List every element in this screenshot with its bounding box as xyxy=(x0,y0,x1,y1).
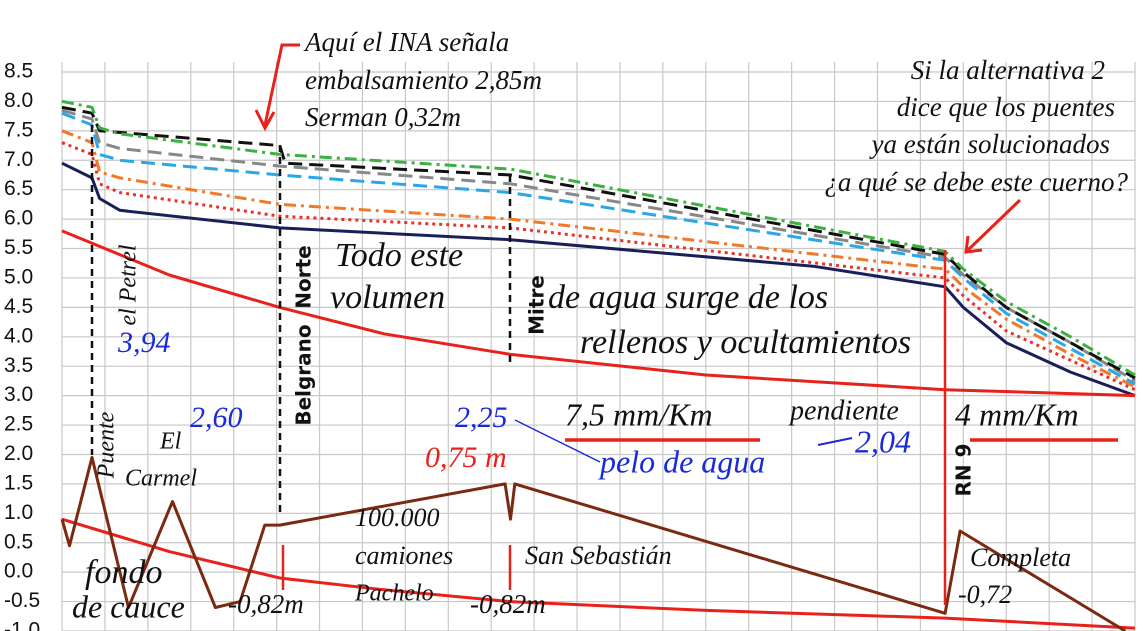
annotation: de agua surge de los xyxy=(548,279,828,316)
annotation: pendiente xyxy=(788,395,899,426)
annotation: Belgrano xyxy=(292,324,316,425)
annotation: volumen xyxy=(330,279,445,316)
y-tick-label: 6.5 xyxy=(4,177,33,200)
series-line xyxy=(60,455,1127,631)
annotation: Aquí el INA señala xyxy=(303,27,509,57)
y-tick-label: 3.0 xyxy=(4,383,33,406)
annotation: San Sebastián xyxy=(525,541,672,570)
y-tick-label: 2.5 xyxy=(4,413,33,436)
y-tick-label: 4.0 xyxy=(4,324,33,347)
arrow-head xyxy=(254,109,276,132)
annotation: 2,60 xyxy=(190,401,243,434)
annotation: El xyxy=(159,429,182,455)
arrow xyxy=(514,419,601,463)
series-line xyxy=(61,99,1136,377)
annotation: -0,82m xyxy=(228,589,304,619)
annotation: ¿a qué se debe este cuerno? xyxy=(824,167,1128,197)
y-tick-label: 8.0 xyxy=(4,89,33,112)
annotation: 3,94 xyxy=(117,326,171,359)
arrow-head xyxy=(964,235,983,254)
annotation: 100.000 xyxy=(355,503,440,532)
y-tick-label: 2.0 xyxy=(4,442,33,465)
y-tick-label: 4.5 xyxy=(4,295,33,318)
annotation: 7,5 mm/Km xyxy=(565,396,713,432)
arrow xyxy=(817,437,853,446)
annotation: Mitre xyxy=(525,275,549,335)
series-line xyxy=(61,129,1136,389)
annotation: pelo de agua xyxy=(598,443,765,479)
series-line xyxy=(61,517,1136,630)
y-tick-label: 6.0 xyxy=(4,207,33,230)
arrow xyxy=(966,198,1022,252)
y-tick-label: 0.0 xyxy=(4,560,33,583)
y-tick-label: -0.5 xyxy=(4,589,40,612)
annotation: Serman 0,32m xyxy=(305,102,461,132)
annotation: -0,72 xyxy=(958,580,1012,609)
y-tick-label: 0.5 xyxy=(4,530,33,553)
annotation: Norte xyxy=(292,245,316,308)
y-tick-label: 7.0 xyxy=(4,148,33,171)
annotations: Aquí el INA señala embalsamiento 2,85m Ser… xyxy=(72,27,1128,624)
annotation: 2,25 xyxy=(455,401,508,434)
y-tick-label: 1.0 xyxy=(4,501,33,524)
annotation: Todo este xyxy=(335,237,463,274)
arrow xyxy=(263,43,300,126)
annotation: RN 9 xyxy=(952,443,976,496)
series-line xyxy=(61,229,1136,398)
annotation: Pachelo xyxy=(354,581,434,607)
annotation: Si la alternativa 2 xyxy=(911,55,1105,85)
series-line xyxy=(61,161,1136,398)
y-tick-label: -1.0 xyxy=(4,619,40,631)
annotation: ya están solucionados xyxy=(869,129,1110,159)
annotation: -0,82m xyxy=(470,589,546,619)
annotation: embalsamiento 2,85m xyxy=(305,65,542,95)
y-tick-label: 3.5 xyxy=(4,354,33,377)
annotation: 4 mm/Km xyxy=(955,396,1079,432)
annotation: Completa xyxy=(970,543,1071,572)
annotation: el Petrel xyxy=(116,244,142,325)
annotation: 2,04 xyxy=(855,423,911,459)
y-tick-label: 7.5 xyxy=(4,118,33,141)
y-tick-label: 5.5 xyxy=(4,236,33,259)
annotation: 0,75 m xyxy=(425,441,507,474)
annotation: Carmel xyxy=(125,466,197,492)
annotation: Puente xyxy=(94,411,120,479)
annotation: dice que los puentes xyxy=(897,92,1115,122)
annotation: rellenos y ocultamientos xyxy=(580,324,911,361)
markers xyxy=(90,43,1118,605)
y-tick-label: 5.0 xyxy=(4,265,33,288)
annotation: fondo xyxy=(85,554,162,591)
y-tick-label: 8.5 xyxy=(4,60,33,83)
y-axis: -1.0 -0.5 0.0 0.5 1.0 1.5 2.0 2.5 3.0 3.5 4.0 4.5 5.… xyxy=(4,60,40,631)
y-tick-label: 1.5 xyxy=(4,471,33,494)
annotation: camiones xyxy=(355,541,453,570)
annotation: de cauce xyxy=(72,588,185,624)
